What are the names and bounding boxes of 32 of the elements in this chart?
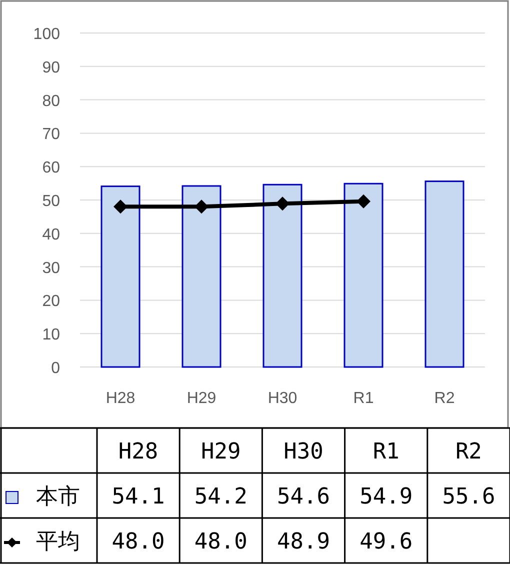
data-label: 54.2	[194, 484, 248, 510]
legend-label: 本市	[36, 484, 80, 510]
x-tick-label: R2	[434, 390, 455, 407]
data-label: 48.0	[194, 530, 248, 554]
category-label: H29	[201, 440, 241, 464]
data-label: 54.9	[360, 484, 413, 510]
y-tick-label: 10	[42, 326, 60, 344]
y-tick-label: 90	[42, 59, 60, 76]
y-tick-label: 0	[51, 360, 60, 377]
y-tick-label: 20	[42, 293, 60, 310]
x-tick-label: H28	[106, 390, 136, 407]
y-tick-label: 60	[42, 160, 60, 177]
x-tick-label: H29	[186, 390, 216, 407]
data-label: 49.6	[360, 530, 413, 554]
y-tick-label: 40	[42, 226, 60, 244]
legend-label: 平均	[36, 530, 80, 554]
category-label: R2	[455, 440, 482, 464]
x-tick-label: R1	[353, 390, 374, 407]
y-tick-label: 70	[42, 126, 60, 144]
data-label: 54.6	[277, 484, 330, 510]
category-label: H28	[118, 440, 158, 464]
y-tick-label: 30	[42, 260, 60, 277]
data-label: 48.0	[112, 530, 165, 554]
x-tick-label: H30	[268, 390, 298, 407]
data-label: 48.9	[277, 530, 330, 554]
category-label: R1	[372, 440, 400, 464]
category-label: H30	[284, 440, 324, 464]
data-label: 54.1	[112, 484, 165, 510]
y-tick-label: 50	[42, 193, 60, 210]
y-tick-label: 80	[42, 92, 60, 110]
data-label: 55.6	[442, 484, 496, 510]
y-tick-label: 100	[33, 26, 60, 43]
